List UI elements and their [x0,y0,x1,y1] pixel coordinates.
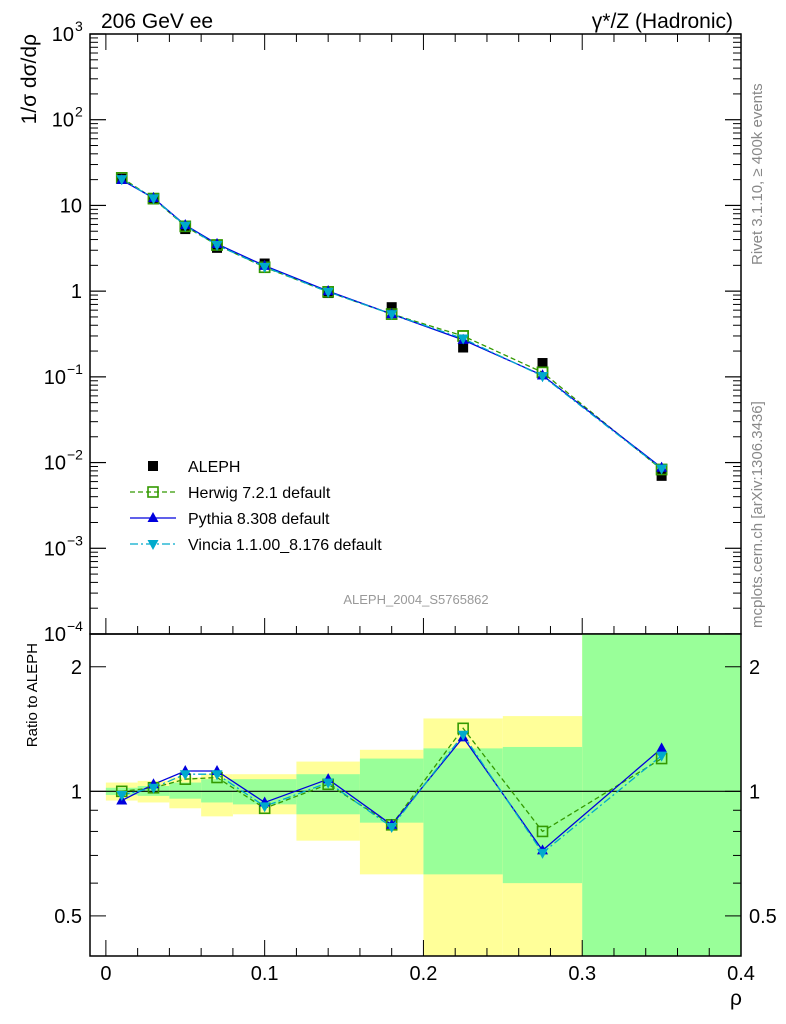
ratio-series-0-point [536,825,549,838]
ratio-series-2-point [148,783,160,794]
y-tick-label: 10 [44,367,66,389]
ratio-y-axis-label: Ratio to ALEPH [24,643,41,747]
analysis-id-label: ALEPH_2004_S5765862 [343,592,488,607]
x-tick-label: 0.3 [568,963,596,985]
aleph-data-points [116,173,667,481]
main-series-2-point-overlay [322,287,334,298]
main-series-2-point-overlay [537,372,549,383]
ratio-y-tick-label-right: 2 [749,657,760,679]
main-series-line-1 [121,179,663,469]
ratio-series-2-point [322,778,334,789]
aleph-data-point [537,358,548,369]
y-tick-label: 10 [44,453,66,475]
legend-marker [147,486,159,498]
energy-label: 206 GeV ee [101,10,213,33]
y-tick-label: 10 [60,195,82,217]
y-tick-exponent: −4 [67,618,83,634]
main-series-2-point-overlay [386,310,398,321]
aleph-data-point [386,302,397,313]
y-tick-exponent: −2 [67,447,83,463]
y-tick-label: 10 [44,538,66,560]
legend-entry-label: Herwig 7.2.1 default [188,485,331,502]
stat-uncertainty-band [359,758,424,823]
main-series-line-0 [121,177,663,471]
y-tick-exponent: 2 [75,104,83,120]
process-label: γ*/Z (Hadronic) [592,10,733,33]
ratio-series-2-point [656,751,668,762]
aleph-data-point [458,342,469,353]
main-series-2-point-overlay [179,221,191,232]
ratio-series-2-point [386,822,398,833]
ratio-y-tick-label-right: 0.5 [749,906,777,928]
main-series-2-point-overlay [211,241,223,252]
main-series-line-2 [121,178,663,470]
rivet-version-label: Rivet 3.1.10, ≥ 400k events [749,83,766,265]
ratio-series-2-point [259,802,271,813]
y-tick-label: 10 [52,110,74,132]
y-tick-label: 1 [71,281,82,303]
ratio-series-2-point [211,770,223,781]
main-series-2-point-overlay [259,262,271,273]
ratio-series-line-1 [121,736,663,852]
ratio-series-2-point [537,848,549,859]
main-series-2-point-overlay [457,334,469,345]
legend-entry-label: Vincia 1.1.00_8.176 default [188,537,382,554]
x-tick-label: 0 [100,963,111,985]
ratio-series-2-point [179,770,191,781]
stat-uncertainty-band [582,634,741,956]
x-axis-label: ρ [730,987,742,1010]
legend-marker [147,512,159,522]
main-series-2-point-overlay [148,194,160,205]
ratio-plot-panel: 0.5 0.5 1 1 2 2 0 0.1 0.2 0.3 0.4 [54,633,777,985]
ratio-y-tick-label-right: 1 [749,781,760,803]
ratio-y-tick-label: 0.5 [54,906,82,928]
y-tick-label: 10 [44,624,66,646]
main-series-2-point-overlay [656,464,668,475]
mcplots-reference-label: mcplots.cern.ch [arXiv:1306.3436] [749,401,766,628]
stat-uncertainty-band [423,748,503,875]
y-tick-exponent: 3 [75,18,83,34]
legend-marker [148,461,158,471]
main-y-axis-label: 1/σ dσ/dρ [18,34,41,124]
ratio-plot-frame [89,633,742,957]
y-tick-label: 10 [52,24,74,46]
legend-marker [147,540,159,550]
aleph-data-point [656,470,667,481]
y-tick-exponent: −1 [67,361,83,377]
ratio-series-1-point [656,742,668,753]
main-series-2-point-overlay [116,175,128,186]
legend-entry-label: Pythia 8.308 default [188,511,330,528]
x-tick-label: 0.2 [410,963,438,985]
x-tick-label: 0.1 [251,963,279,985]
x-tick-label: 0.4 [727,963,755,985]
ratio-series-line-0 [121,727,662,833]
legend: ALEPH Herwig 7.2.1 default Pythia 8.308 de… [130,459,382,554]
ratio-series-line-2 [121,733,663,854]
ratio-series-2-point [116,790,128,801]
stat-uncertainty-band [169,782,202,799]
ratio-y-tick-label: 1 [71,781,82,803]
legend-entry-label: ALEPH [188,459,240,476]
ratio-series-2-point [457,730,469,741]
y-tick-exponent: −3 [67,532,83,548]
ratio-y-tick-label: 2 [71,657,82,679]
